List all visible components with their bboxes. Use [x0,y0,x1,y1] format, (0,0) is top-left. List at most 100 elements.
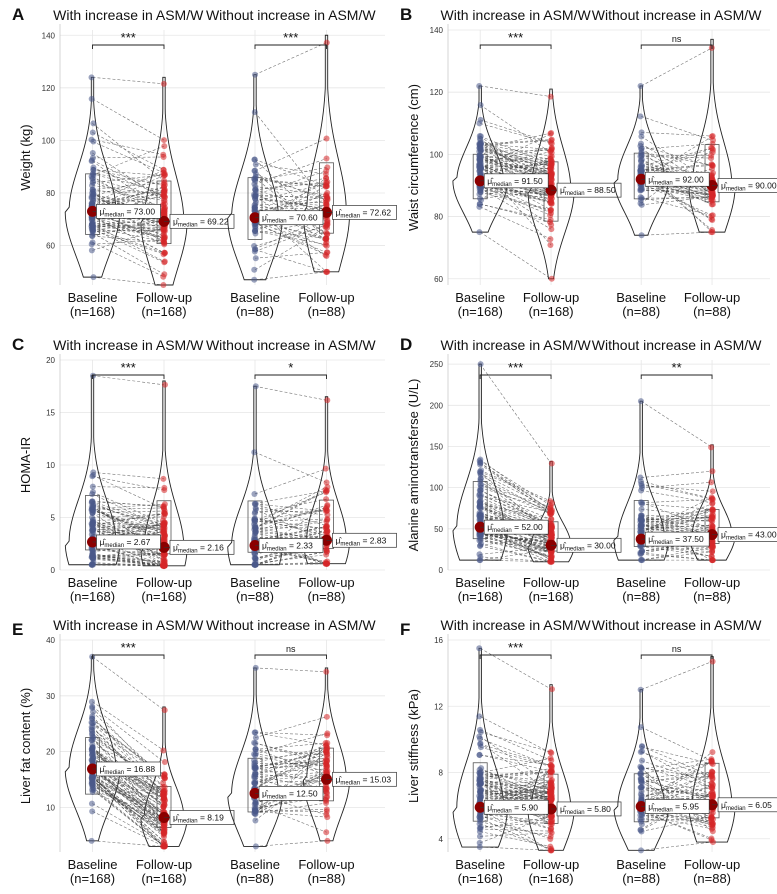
baseline-point [638,195,645,202]
followup-point [547,821,554,828]
baseline-point [90,170,97,177]
mu-hat: μ̂ [173,812,180,822]
baseline-point [252,71,259,78]
baseline-point [476,733,483,740]
paired-line [92,522,165,527]
paired-line [641,787,713,797]
paired-line [254,189,327,213]
paired-line [480,151,552,168]
paired-line [480,503,552,533]
paired-line [480,189,552,199]
baseline-point [476,645,483,652]
paired-line [92,229,165,232]
paired-line [92,776,165,845]
violin [302,396,351,565]
group-title: Without increase in ASM/W [206,7,376,23]
baseline-point [89,551,96,558]
baseline-point [251,156,258,163]
paired-line [480,540,552,550]
paired-line [254,732,327,736]
baseline-point [90,372,97,379]
mu-hat: μ̂ [262,541,269,551]
mu-hat: μ̂ [100,206,107,216]
paired-line [254,751,327,812]
paired-line [92,767,165,828]
baseline-point [637,113,644,120]
baseline-point [477,164,484,171]
baseline-point [88,74,95,81]
significance-bracket [479,654,552,659]
y-axis-label: Liver stiffness (kPa) [406,689,421,803]
paired-line [480,206,552,240]
paired-line [641,771,713,779]
paired-line [254,771,327,805]
median-label-box [644,799,710,814]
median-subscript: median [340,780,360,786]
median-subscript: median [653,180,673,186]
baseline-point [252,383,259,390]
followup-point [547,768,554,775]
paired-line [254,749,327,756]
paired-line [92,522,165,530]
mu-hat: μ̂ [721,180,728,190]
paired-line [92,208,165,245]
x-category-label: Follow-up [684,857,740,872]
paired-line [92,185,165,196]
followup-point [160,747,167,754]
paired-line [254,498,327,514]
paired-line [480,487,552,511]
median-subscript: median [565,546,585,552]
followup-point [161,528,168,535]
paired-line [480,787,552,817]
paired-line [92,788,165,847]
baseline-point [88,247,95,254]
followup-point [161,179,168,186]
median-label: μ̂median = 16.88 [92,761,161,777]
paired-line [254,185,327,224]
paired-line [254,111,327,204]
followup-point [323,800,330,807]
paired-line [92,530,165,537]
baseline-point [639,499,646,506]
median-label-box [169,213,235,229]
paired-line [480,533,552,542]
paired-line [254,183,327,202]
paired-line [641,508,713,517]
paired-line [254,198,327,207]
x-category-n: (n=168) [458,304,503,319]
paired-line [480,136,552,165]
paired-line [92,784,165,827]
median-label: μ̂median = 5.95 [641,799,710,814]
paired-line [92,778,165,847]
followup-point [322,486,329,493]
paired-line [254,519,327,534]
baseline-point [476,751,483,758]
paired-line [641,148,713,172]
median-label-text: μ̂median = 88.50 [560,185,616,197]
paired-line [641,812,713,825]
paired-line [92,224,165,262]
y-tick-label: 50 [434,525,443,534]
group-with-increase: With increase in ASM/Wμ̂median = 2.67μ̂m… [53,337,235,604]
baseline-point [252,230,259,237]
paired-line [254,176,327,198]
followup-point [324,511,331,518]
paired-line [641,47,713,87]
baseline-point [477,188,484,195]
median-label: μ̂median = 8.19 [164,810,235,825]
paired-line [92,774,165,847]
paired-line [92,501,165,525]
paired-line [641,196,713,216]
paired-line [641,816,713,832]
x-category-n: (n=88) [236,871,274,886]
followup-point [709,785,716,792]
significance-label: ** [672,360,682,375]
paired-line [641,818,713,822]
followup-point [708,172,715,179]
paired-line [480,189,552,211]
baseline-point [89,514,96,521]
significance-bracket [640,654,713,659]
baseline-point [477,459,484,466]
paired-line [641,231,713,236]
followup-point [161,171,168,178]
